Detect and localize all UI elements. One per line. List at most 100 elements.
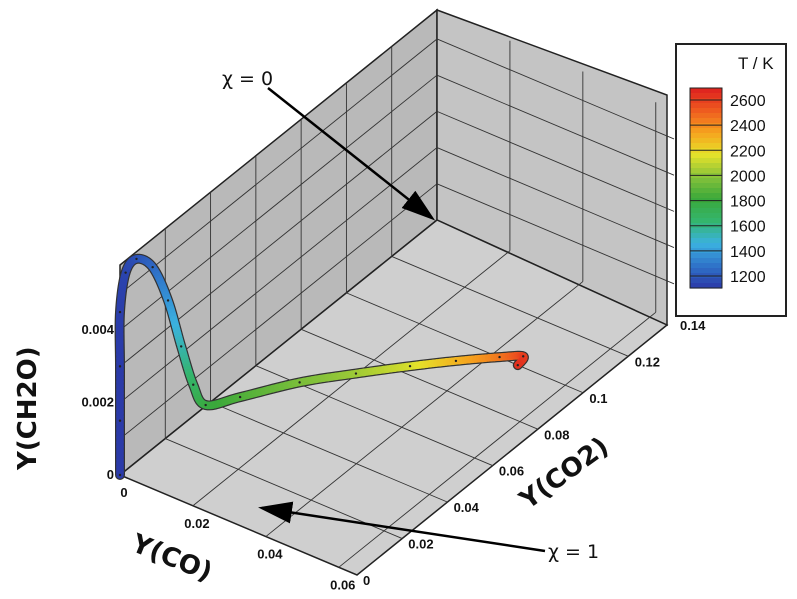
plot-panels (118, 8, 675, 576)
ch2o-tick-label: 0 (107, 467, 114, 482)
grid-line (165, 438, 403, 539)
co2-tick-label: 0.08 (544, 427, 569, 442)
colorbar-swatch (690, 113, 722, 119)
grid-line (300, 328, 539, 430)
grid-line (265, 281, 584, 537)
colorbar-swatch (690, 118, 722, 124)
colorbar-swatch (690, 103, 722, 109)
colorbar-title: T / K (738, 54, 774, 73)
colorbar-swatch (690, 168, 722, 174)
colorbar-swatch (690, 218, 722, 224)
co2-tick-label: 0.1 (589, 391, 607, 406)
colorbar-border (689, 87, 723, 289)
grid-line (436, 38, 675, 140)
colorbar-swatch (690, 278, 722, 284)
colorbar-swatch (690, 98, 722, 104)
grid-line (119, 183, 438, 440)
ch2o-axis-label: Y(CH2O) (13, 346, 43, 471)
colorbar-swatch (690, 268, 722, 274)
colorbar-swatch (690, 148, 722, 154)
colorbar-swatch (690, 283, 722, 289)
colorbar-swatch (690, 158, 722, 164)
data-point (454, 359, 458, 363)
colorbar-swatch (690, 143, 722, 149)
colorbar-swatch (690, 93, 722, 99)
data-point (192, 383, 195, 386)
colorbar-tick-label: 2400 (730, 118, 766, 135)
colorbar-swatch (690, 183, 722, 189)
floor (118, 219, 669, 576)
data-point (298, 381, 301, 384)
co2-tick-label: 0.14 (680, 318, 706, 333)
ch2o-axis-ticks: 0 0.002 0.004 (81, 322, 114, 482)
data-point (522, 355, 525, 358)
grid-line (119, 38, 438, 295)
colorbar-gradient (689, 87, 723, 289)
colorbar-swatch (690, 258, 722, 264)
colorbar-swatch (690, 178, 722, 184)
colorbar-tick-label: 2000 (730, 168, 766, 185)
co2-tick-label: 0.04 (454, 500, 480, 515)
colorbar-tick-label: 1800 (730, 194, 766, 211)
co-tick-label: 0.06 (330, 577, 355, 592)
data-point (179, 345, 183, 348)
colorbar-swatch (690, 228, 722, 234)
grid-line (210, 401, 448, 503)
data-point (118, 419, 122, 422)
colorbar-swatch (690, 243, 722, 249)
chi-zero-arrow (267, 87, 436, 221)
colorbar-swatch (690, 203, 722, 209)
grid-line (436, 110, 675, 212)
ch2o-tick-label: 0.004 (81, 322, 114, 337)
grid-line (436, 74, 675, 176)
data-point (354, 372, 358, 375)
colorbar-swatch (690, 193, 722, 199)
data-point (166, 299, 170, 302)
grid-lines (119, 38, 675, 568)
co2-tick-label: 0.06 (499, 464, 524, 479)
co-axis-label: Y(CO) (126, 528, 216, 588)
data-point (118, 310, 122, 314)
co2-tick-label: 0 (363, 573, 370, 588)
trajectory-line (114, 253, 529, 480)
grid-line (436, 147, 675, 249)
colorbar-swatch (690, 123, 722, 129)
chi-one-arrow (258, 501, 546, 553)
data-point (204, 403, 207, 407)
data-point (135, 257, 138, 261)
data-point (124, 271, 127, 274)
colorbar-swatch (690, 128, 722, 134)
data-point (516, 363, 519, 367)
grid-line (391, 256, 629, 357)
grid-line (346, 292, 584, 394)
data-point (118, 365, 122, 368)
data-point (408, 364, 412, 368)
grid-line (338, 311, 657, 568)
colorbar-ticks: 2600 2400 2200 2000 1800 1600 1400 1200 (690, 93, 766, 286)
colorbar-swatch (690, 138, 722, 144)
data-point (498, 355, 501, 359)
colorbar-tick-label: 1400 (730, 244, 766, 261)
data-point (151, 265, 154, 269)
ch2o-tick-label: 0.002 (81, 395, 114, 410)
co-tick-label: 0 (120, 485, 127, 500)
colorbar-swatch (690, 163, 722, 169)
co2-tick-label: 0.12 (635, 354, 660, 369)
data-point (118, 473, 122, 477)
colorbar-swatch (690, 153, 722, 159)
colorbar-swatch (690, 263, 722, 269)
colorbar-swatch (690, 108, 722, 114)
co-tick-label: 0.02 (184, 516, 209, 531)
colorbar-tick-label: 1600 (730, 219, 766, 236)
colorbar-swatch (690, 253, 722, 259)
data-point (238, 395, 242, 399)
co-axis-ticks: 0 0.02 0.04 0.06 (120, 485, 355, 592)
co2-axis-ticks: 0 0.02 0.04 0.06 0.08 0.1 0.12 0.14 (363, 318, 706, 588)
co2-axis-label: Y(CO2) (514, 432, 615, 517)
colorbar-tick-label: 1200 (730, 269, 766, 286)
colorbar-swatch (690, 238, 722, 244)
colorbar-swatch (690, 188, 722, 194)
colorbar-tick-label: 2200 (730, 143, 766, 160)
chi-zero-label: χ = 0 (222, 68, 273, 90)
